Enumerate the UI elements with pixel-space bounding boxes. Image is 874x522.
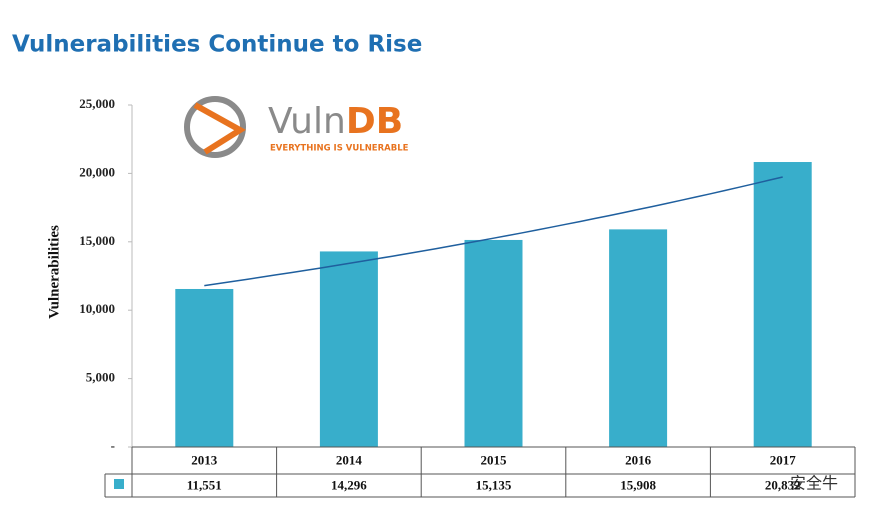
y-tick-label: 15,000 xyxy=(79,233,115,248)
data-label: 15,908 xyxy=(620,477,656,492)
data-label: 14,296 xyxy=(331,477,367,492)
data-label: 20,832 xyxy=(765,477,801,492)
logo-name-part: DB xyxy=(346,101,403,142)
y-axis-label: Vulnerabilities xyxy=(46,225,62,319)
y-tick-label: 10,000 xyxy=(79,301,115,316)
data-label: 15,135 xyxy=(476,477,512,492)
legend-swatch xyxy=(114,479,124,489)
bar xyxy=(753,162,812,447)
y-tick-label: 20,000 xyxy=(79,164,115,179)
bar xyxy=(464,239,523,447)
bar xyxy=(319,251,378,447)
x-tick-label: 2016 xyxy=(625,452,652,467)
data-label: 11,551 xyxy=(187,477,222,492)
watermark: 安全牛 xyxy=(790,474,838,493)
logo-name-part: Vuln xyxy=(268,101,346,142)
chart-title: Vulnerabilities Continue to Rise xyxy=(12,32,422,58)
y-tick-label: 25,000 xyxy=(79,96,115,111)
trendline xyxy=(204,176,783,287)
x-tick-label: 2013 xyxy=(191,452,218,467)
y-tick-label: 5,000 xyxy=(86,370,115,385)
logo: VulnDB EVERYTHING IS VULNERABLE xyxy=(184,96,409,158)
x-tick-label: 2017 xyxy=(770,452,797,467)
bar xyxy=(175,288,234,447)
logo-arrow xyxy=(193,102,246,155)
logo-name: VulnDB xyxy=(268,101,403,142)
bar xyxy=(609,229,668,447)
y-tick-label: - xyxy=(111,438,115,453)
logo-ring xyxy=(184,96,246,158)
logo-tagline: EVERYTHING IS VULNERABLE xyxy=(270,144,409,154)
x-tick-label: 2015 xyxy=(481,452,508,467)
x-tick-label: 2014 xyxy=(336,452,363,467)
